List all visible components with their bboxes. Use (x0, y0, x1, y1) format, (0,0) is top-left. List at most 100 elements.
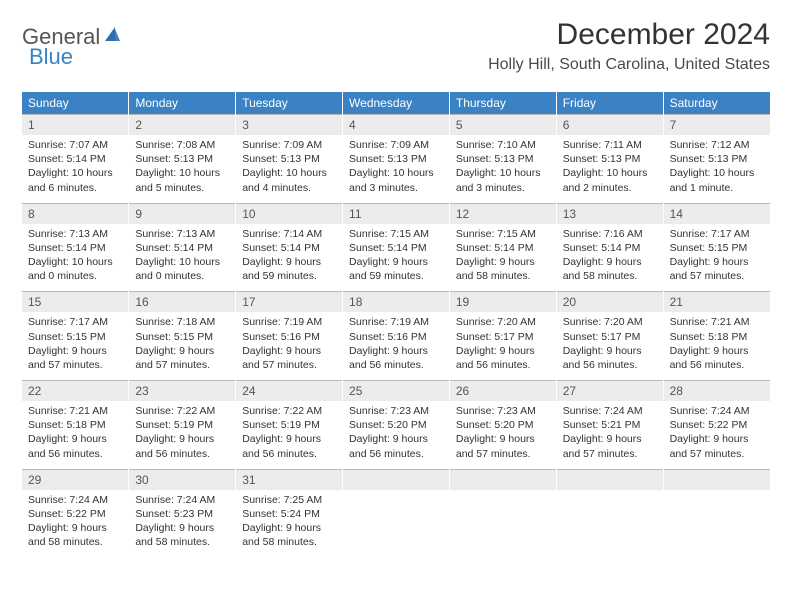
calendar-cell: 9Sunrise: 7:13 AMSunset: 5:14 PMDaylight… (129, 203, 236, 292)
sunset-text: Sunset: 5:20 PM (456, 418, 550, 432)
sunset-text: Sunset: 5:13 PM (242, 152, 336, 166)
sunrise-text: Sunrise: 7:23 AM (349, 404, 443, 418)
sunrise-text: Sunrise: 7:14 AM (242, 227, 336, 241)
weekday-header: Tuesday (236, 92, 343, 114)
sunset-text: Sunset: 5:22 PM (28, 507, 122, 521)
calendar-cell (343, 469, 450, 558)
day-number: 14 (664, 203, 770, 224)
day-details: Sunrise: 7:19 AMSunset: 5:16 PMDaylight:… (343, 312, 449, 380)
day-details: Sunrise: 7:22 AMSunset: 5:19 PMDaylight:… (129, 401, 235, 469)
day-details: Sunrise: 7:16 AMSunset: 5:14 PMDaylight:… (557, 224, 663, 292)
day-details: Sunrise: 7:13 AMSunset: 5:14 PMDaylight:… (22, 224, 128, 292)
day-details: Sunrise: 7:20 AMSunset: 5:17 PMDaylight:… (450, 312, 556, 380)
day-details (557, 490, 663, 544)
day-details: Sunrise: 7:25 AMSunset: 5:24 PMDaylight:… (236, 490, 342, 558)
calendar-cell: 31Sunrise: 7:25 AMSunset: 5:24 PMDayligh… (236, 469, 343, 558)
calendar-row: 15Sunrise: 7:17 AMSunset: 5:15 PMDayligh… (22, 291, 770, 380)
sunset-text: Sunset: 5:18 PM (28, 418, 122, 432)
sunrise-text: Sunrise: 7:24 AM (563, 404, 657, 418)
sunset-text: Sunset: 5:14 PM (28, 152, 122, 166)
sunset-text: Sunset: 5:13 PM (563, 152, 657, 166)
sunset-text: Sunset: 5:15 PM (670, 241, 764, 255)
sunset-text: Sunset: 5:14 PM (242, 241, 336, 255)
sunset-text: Sunset: 5:22 PM (670, 418, 764, 432)
sunrise-text: Sunrise: 7:08 AM (135, 138, 229, 152)
day-number: 19 (450, 291, 556, 312)
calendar-cell: 30Sunrise: 7:24 AMSunset: 5:23 PMDayligh… (129, 469, 236, 558)
day-number: 26 (450, 380, 556, 401)
calendar-row: 1Sunrise: 7:07 AMSunset: 5:14 PMDaylight… (22, 114, 770, 203)
calendar-cell: 2Sunrise: 7:08 AMSunset: 5:13 PMDaylight… (129, 114, 236, 203)
calendar-cell: 6Sunrise: 7:11 AMSunset: 5:13 PMDaylight… (556, 114, 663, 203)
day-number: 7 (664, 114, 770, 135)
sunrise-text: Sunrise: 7:11 AM (563, 138, 657, 152)
day-number: 20 (557, 291, 663, 312)
day-details: Sunrise: 7:13 AMSunset: 5:14 PMDaylight:… (129, 224, 235, 292)
day-details: Sunrise: 7:24 AMSunset: 5:22 PMDaylight:… (664, 401, 770, 469)
daylight-text: Daylight: 10 hours and 6 minutes. (28, 166, 122, 194)
sunset-text: Sunset: 5:18 PM (670, 330, 764, 344)
daylight-text: Daylight: 10 hours and 0 minutes. (135, 255, 229, 283)
calendar-cell: 8Sunrise: 7:13 AMSunset: 5:14 PMDaylight… (22, 203, 129, 292)
daylight-text: Daylight: 10 hours and 3 minutes. (456, 166, 550, 194)
sunrise-text: Sunrise: 7:25 AM (242, 493, 336, 507)
day-details: Sunrise: 7:12 AMSunset: 5:13 PMDaylight:… (664, 135, 770, 203)
header: General December 2024 Holly Hill, South … (22, 18, 770, 74)
sunset-text: Sunset: 5:14 PM (28, 241, 122, 255)
calendar-body: 1Sunrise: 7:07 AMSunset: 5:14 PMDaylight… (22, 114, 770, 557)
daylight-text: Daylight: 9 hours and 57 minutes. (563, 432, 657, 460)
sunrise-text: Sunrise: 7:24 AM (28, 493, 122, 507)
daylight-text: Daylight: 9 hours and 59 minutes. (242, 255, 336, 283)
sunrise-text: Sunrise: 7:22 AM (242, 404, 336, 418)
calendar-cell: 17Sunrise: 7:19 AMSunset: 5:16 PMDayligh… (236, 291, 343, 380)
calendar-cell: 14Sunrise: 7:17 AMSunset: 5:15 PMDayligh… (663, 203, 770, 292)
calendar-page: General December 2024 Holly Hill, South … (0, 0, 792, 612)
sunrise-text: Sunrise: 7:13 AM (135, 227, 229, 241)
day-details: Sunrise: 7:23 AMSunset: 5:20 PMDaylight:… (343, 401, 449, 469)
weekday-header: Wednesday (343, 92, 450, 114)
day-number: 27 (557, 380, 663, 401)
day-number: 9 (129, 203, 235, 224)
calendar-cell: 18Sunrise: 7:19 AMSunset: 5:16 PMDayligh… (343, 291, 450, 380)
sunrise-text: Sunrise: 7:13 AM (28, 227, 122, 241)
sunrise-text: Sunrise: 7:16 AM (563, 227, 657, 241)
logo-text-blue: Blue (29, 44, 73, 69)
daylight-text: Daylight: 9 hours and 56 minutes. (456, 344, 550, 372)
daylight-text: Daylight: 10 hours and 0 minutes. (28, 255, 122, 283)
daylight-text: Daylight: 9 hours and 57 minutes. (670, 432, 764, 460)
day-details (343, 490, 449, 544)
sunrise-text: Sunrise: 7:09 AM (349, 138, 443, 152)
sunset-text: Sunset: 5:14 PM (135, 241, 229, 255)
daylight-text: Daylight: 9 hours and 57 minutes. (242, 344, 336, 372)
daylight-text: Daylight: 9 hours and 57 minutes. (135, 344, 229, 372)
sunset-text: Sunset: 5:13 PM (135, 152, 229, 166)
sunrise-text: Sunrise: 7:19 AM (242, 315, 336, 329)
sunset-text: Sunset: 5:16 PM (349, 330, 443, 344)
day-details: Sunrise: 7:15 AMSunset: 5:14 PMDaylight:… (450, 224, 556, 292)
day-number (343, 469, 449, 490)
day-details: Sunrise: 7:15 AMSunset: 5:14 PMDaylight:… (343, 224, 449, 292)
day-details: Sunrise: 7:20 AMSunset: 5:17 PMDaylight:… (557, 312, 663, 380)
calendar-cell: 3Sunrise: 7:09 AMSunset: 5:13 PMDaylight… (236, 114, 343, 203)
day-details: Sunrise: 7:22 AMSunset: 5:19 PMDaylight:… (236, 401, 342, 469)
day-number: 31 (236, 469, 342, 490)
day-details: Sunrise: 7:24 AMSunset: 5:22 PMDaylight:… (22, 490, 128, 558)
weekday-header: Saturday (663, 92, 770, 114)
calendar-cell: 23Sunrise: 7:22 AMSunset: 5:19 PMDayligh… (129, 380, 236, 469)
sunrise-text: Sunrise: 7:15 AM (349, 227, 443, 241)
calendar-cell (556, 469, 663, 558)
daylight-text: Daylight: 9 hours and 58 minutes. (563, 255, 657, 283)
day-number: 2 (129, 114, 235, 135)
calendar-cell: 28Sunrise: 7:24 AMSunset: 5:22 PMDayligh… (663, 380, 770, 469)
sunrise-text: Sunrise: 7:24 AM (670, 404, 764, 418)
day-details: Sunrise: 7:08 AMSunset: 5:13 PMDaylight:… (129, 135, 235, 203)
day-number: 16 (129, 291, 235, 312)
sunrise-text: Sunrise: 7:20 AM (456, 315, 550, 329)
day-details: Sunrise: 7:11 AMSunset: 5:13 PMDaylight:… (557, 135, 663, 203)
day-number: 29 (22, 469, 128, 490)
daylight-text: Daylight: 9 hours and 57 minutes. (456, 432, 550, 460)
weekday-header: Sunday (22, 92, 129, 114)
sunrise-text: Sunrise: 7:21 AM (28, 404, 122, 418)
day-number: 1 (22, 114, 128, 135)
daylight-text: Daylight: 9 hours and 56 minutes. (563, 344, 657, 372)
